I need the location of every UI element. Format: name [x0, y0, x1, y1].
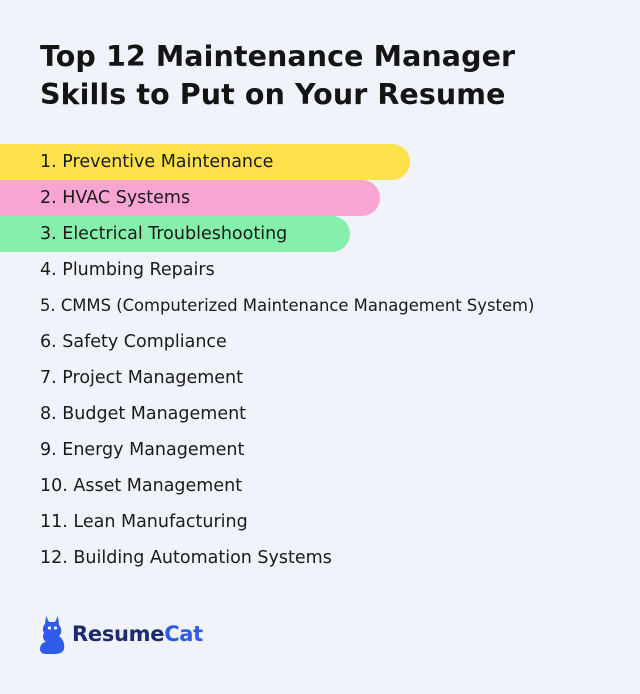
- title-line-2: Skills to Put on Your Resume: [40, 78, 506, 111]
- skill-item-lean-manufacturing: 11. Lean Manufacturing: [40, 512, 248, 532]
- brand-name-part-1: Resume: [72, 622, 165, 646]
- skills-list: 1. Preventive Maintenance 2. HVAC System…: [0, 144, 640, 576]
- brand-name: ResumeCat: [72, 622, 203, 646]
- skill-item-asset-management: 10. Asset Management: [40, 476, 243, 496]
- brand-name-part-2: Cat: [164, 622, 203, 646]
- title-line-1: Top 12 Maintenance Manager: [40, 40, 516, 73]
- skill-item-building-automation-systems: 12. Building Automation Systems: [40, 548, 332, 568]
- skill-item-preventive-maintenance: 1. Preventive Maintenance: [0, 144, 410, 180]
- skill-item-safety-compliance: 6. Safety Compliance: [40, 332, 227, 352]
- skill-item-energy-management: 9. Energy Management: [40, 440, 245, 460]
- cat-icon: [40, 614, 66, 654]
- page-title: Top 12 Maintenance Manager Skills to Put …: [40, 38, 515, 114]
- skill-item-project-management: 7. Project Management: [40, 368, 243, 388]
- skill-item-hvac-systems: 2. HVAC Systems: [0, 180, 380, 216]
- brand-logo: ResumeCat: [40, 614, 203, 654]
- skill-item-cmms: 5. CMMS (Computerized Maintenance Manage…: [40, 296, 535, 315]
- skill-item-plumbing-repairs: 4. Plumbing Repairs: [40, 260, 215, 280]
- skill-item-budget-management: 8. Budget Management: [40, 404, 247, 424]
- skill-item-electrical-troubleshooting: 3. Electrical Troubleshooting: [0, 216, 350, 252]
